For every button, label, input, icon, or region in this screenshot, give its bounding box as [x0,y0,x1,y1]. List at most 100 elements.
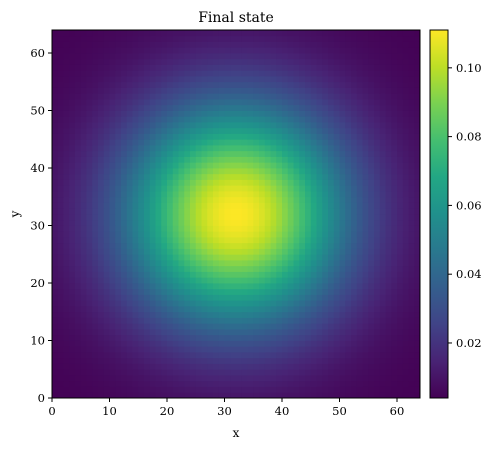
heatmap-cell [299,214,306,221]
heatmap-cell [149,242,156,249]
heatmap-cell [86,145,93,152]
heatmap-cell [155,145,162,152]
heatmap-cell [270,127,277,134]
heatmap-cell [121,110,128,117]
heatmap-cell [236,64,243,71]
heatmap-cell [379,196,386,203]
heatmap-cell [52,145,59,152]
heatmap-cell [299,116,306,123]
heatmap-cell [374,277,381,284]
heatmap-cell [138,225,145,232]
heatmap-cell [247,168,254,175]
heatmap-cell [259,70,266,77]
heatmap-cell [138,116,145,123]
heatmap-cell [287,294,294,301]
heatmap-cell [339,375,346,382]
heatmap-cell [362,334,369,341]
heatmap-cell [247,196,254,203]
heatmap-cell [408,352,415,359]
heatmap-cell [310,139,317,146]
heatmap-cell [115,294,122,301]
heatmap-cell [155,93,162,100]
heatmap-cell [322,70,329,77]
heatmap-cell [328,47,335,54]
heatmap-cell [92,110,99,117]
heatmap-cell [259,283,266,290]
heatmap-cell [167,202,174,209]
heatmap-cell [230,317,237,324]
heatmap-cell [333,58,340,65]
heatmap-cell [345,76,352,83]
heatmap-cell [86,323,93,330]
heatmap-cell [293,150,300,157]
heatmap-cell [408,53,415,60]
heatmap-cell [236,375,243,382]
heatmap-cell [362,369,369,376]
heatmap-cell [328,76,335,83]
heatmap-cell [328,392,335,399]
heatmap-cell [149,277,156,284]
heatmap-cell [236,392,243,399]
heatmap-cell [276,87,283,94]
heatmap-cell [236,185,243,192]
heatmap-cell [172,237,179,244]
heatmap-cell [362,110,369,117]
heatmap-cell [190,76,197,83]
heatmap-cell [356,76,363,83]
heatmap-cell [322,300,329,307]
heatmap-cell [109,306,116,313]
heatmap-cell [126,277,133,284]
heatmap-cell [345,110,352,117]
heatmap-cell [69,392,76,399]
heatmap-cell [310,323,317,330]
heatmap-cell [98,173,105,180]
heatmap-cell [253,242,260,249]
heatmap-cell [385,104,392,111]
heatmap-cell [224,225,231,232]
heatmap-cell [276,225,283,232]
heatmap-cell [230,202,237,209]
heatmap-cell [270,380,277,387]
heatmap-cell [310,334,317,341]
heatmap-cell [339,87,346,94]
heatmap-cell [184,64,191,71]
heatmap-cell [86,248,93,255]
heatmap-cell [75,323,82,330]
heatmap-cell [362,202,369,209]
heatmap-cell [362,35,369,42]
heatmap-cell [167,254,174,261]
heatmap-cell [362,122,369,129]
heatmap-cell [397,208,404,215]
heatmap-cell [253,375,260,382]
heatmap-cell [98,352,105,359]
heatmap-cell [368,283,375,290]
heatmap-cell [259,214,266,221]
heatmap-cell [316,386,323,393]
heatmap-cell [103,185,110,192]
heatmap-cell [379,64,386,71]
heatmap-cell [316,93,323,100]
heatmap-cell [201,110,208,117]
heatmap-cell [276,81,283,88]
heatmap-cell [379,300,386,307]
heatmap-cell [276,139,283,146]
heatmap-cell [172,352,179,359]
heatmap-cell [207,179,214,186]
heatmap-cell [92,375,99,382]
heatmap-cell [103,70,110,77]
heatmap-cell [190,104,197,111]
heatmap-cell [408,191,415,198]
heatmap-cell [115,99,122,106]
heatmap-cell [368,386,375,393]
heatmap-cell [103,369,110,376]
heatmap-cell [103,156,110,163]
heatmap-cell [57,329,64,336]
heatmap-cell [144,317,151,324]
heatmap-cell [264,271,271,278]
heatmap-cell [328,271,335,278]
heatmap-cell [385,87,392,94]
heatmap-cell [144,202,151,209]
heatmap-cell [241,357,248,364]
heatmap-cell [207,311,214,318]
heatmap-cell [328,53,335,60]
